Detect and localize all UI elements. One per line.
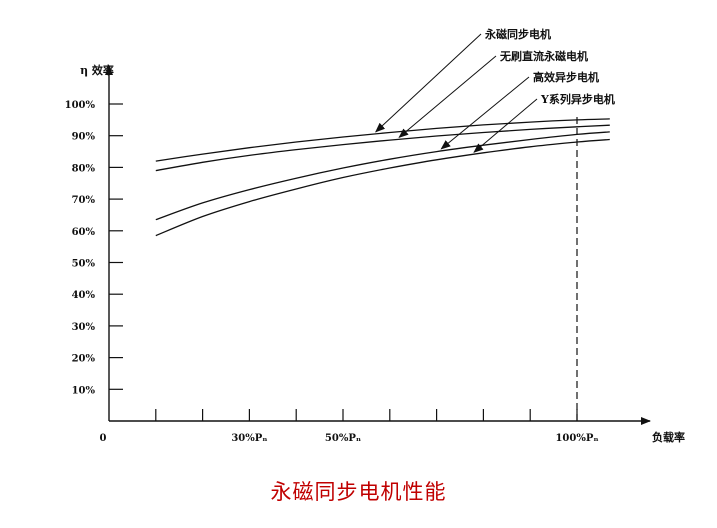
y-tick-label: 30%: [72, 322, 96, 333]
series-leader-arrow-4: [473, 98, 538, 153]
x-tick-label: 50%Pₙ: [325, 433, 361, 444]
y-tick-label: 10%: [72, 385, 96, 396]
series-label-3: 高效异步电机: [533, 70, 599, 84]
series-line-1: [155, 118, 610, 162]
series-line-3: [155, 131, 610, 221]
y-tick-label: 70%: [72, 195, 96, 206]
y-tick-label: 60%: [72, 227, 96, 238]
series-label-1: 永磁同步电机: [484, 27, 551, 41]
x-tick-label: 100%Pₙ: [555, 433, 598, 444]
y-axis-title: η 效率: [80, 63, 114, 77]
origin-label: 0: [100, 433, 107, 444]
series-label-2: 无刷直流永磁电机: [499, 49, 588, 63]
series-leader-arrow-1: [375, 33, 482, 133]
x-axis-title: 负载率: [652, 430, 685, 444]
y-tick-label: 50%: [72, 259, 96, 270]
series-line-4: [155, 138, 610, 237]
series-label-4: Y系列异步电机: [540, 92, 615, 106]
x-tick-label: 30%Pₙ: [231, 433, 267, 444]
series-leader-arrow-3: [440, 76, 530, 150]
series-line-2: [155, 124, 610, 172]
series-leader-arrow-2: [398, 55, 497, 138]
y-tick-label: 20%: [72, 354, 96, 365]
y-tick-label: 40%: [72, 290, 96, 301]
y-tick-label: 100%: [65, 100, 96, 111]
y-tick-label: 90%: [72, 132, 96, 143]
chart-caption: 永磁同步电机性能: [270, 480, 447, 504]
y-tick-label: 80%: [72, 163, 96, 174]
